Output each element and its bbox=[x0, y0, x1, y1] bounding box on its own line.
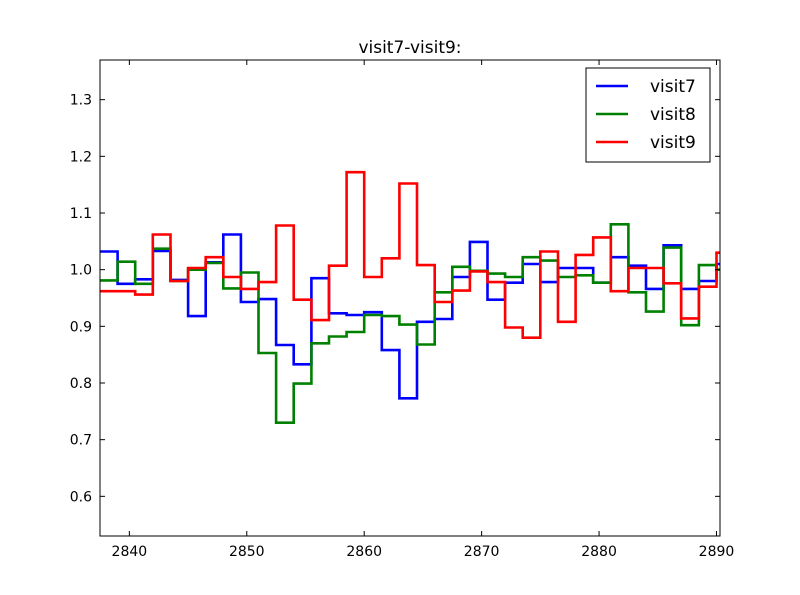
y-tick-label: 1.3 bbox=[70, 93, 92, 109]
x-tick-label: 2860 bbox=[346, 544, 382, 560]
y-tick-label: 0.8 bbox=[70, 376, 92, 392]
y-tick-label: 1.1 bbox=[70, 206, 92, 222]
x-tick-label: 2870 bbox=[464, 544, 500, 560]
series-layer bbox=[100, 170, 720, 424]
series-line-visit9 bbox=[100, 170, 720, 339]
x-tick-label: 2840 bbox=[112, 544, 148, 560]
chart-title: visit7-visit9: bbox=[358, 38, 461, 58]
y-tick-label: 0.9 bbox=[70, 319, 92, 335]
legend: visit7 visit8 visit9 bbox=[585, 67, 711, 163]
tick-layer: 2840 2850 2860 2870 2880 2890 0.6 0.7 0.8 0.9 1.0 1… bbox=[70, 60, 735, 560]
x-tick-label: 2890 bbox=[699, 544, 735, 560]
plot-area-frame bbox=[99, 59, 721, 537]
legend-label-visit8: visit8 bbox=[650, 105, 696, 125]
y-tick-label: 1.2 bbox=[70, 149, 92, 165]
legend-label-visit9: visit9 bbox=[650, 133, 696, 153]
y-tick-label: 0.7 bbox=[70, 433, 92, 449]
x-tick-label: 2850 bbox=[229, 544, 265, 560]
y-tick-label: 1.0 bbox=[70, 263, 92, 279]
legend-label-visit7: visit7 bbox=[650, 77, 696, 97]
x-tick-label: 2880 bbox=[581, 544, 617, 560]
y-tick-label: 0.6 bbox=[70, 489, 92, 505]
